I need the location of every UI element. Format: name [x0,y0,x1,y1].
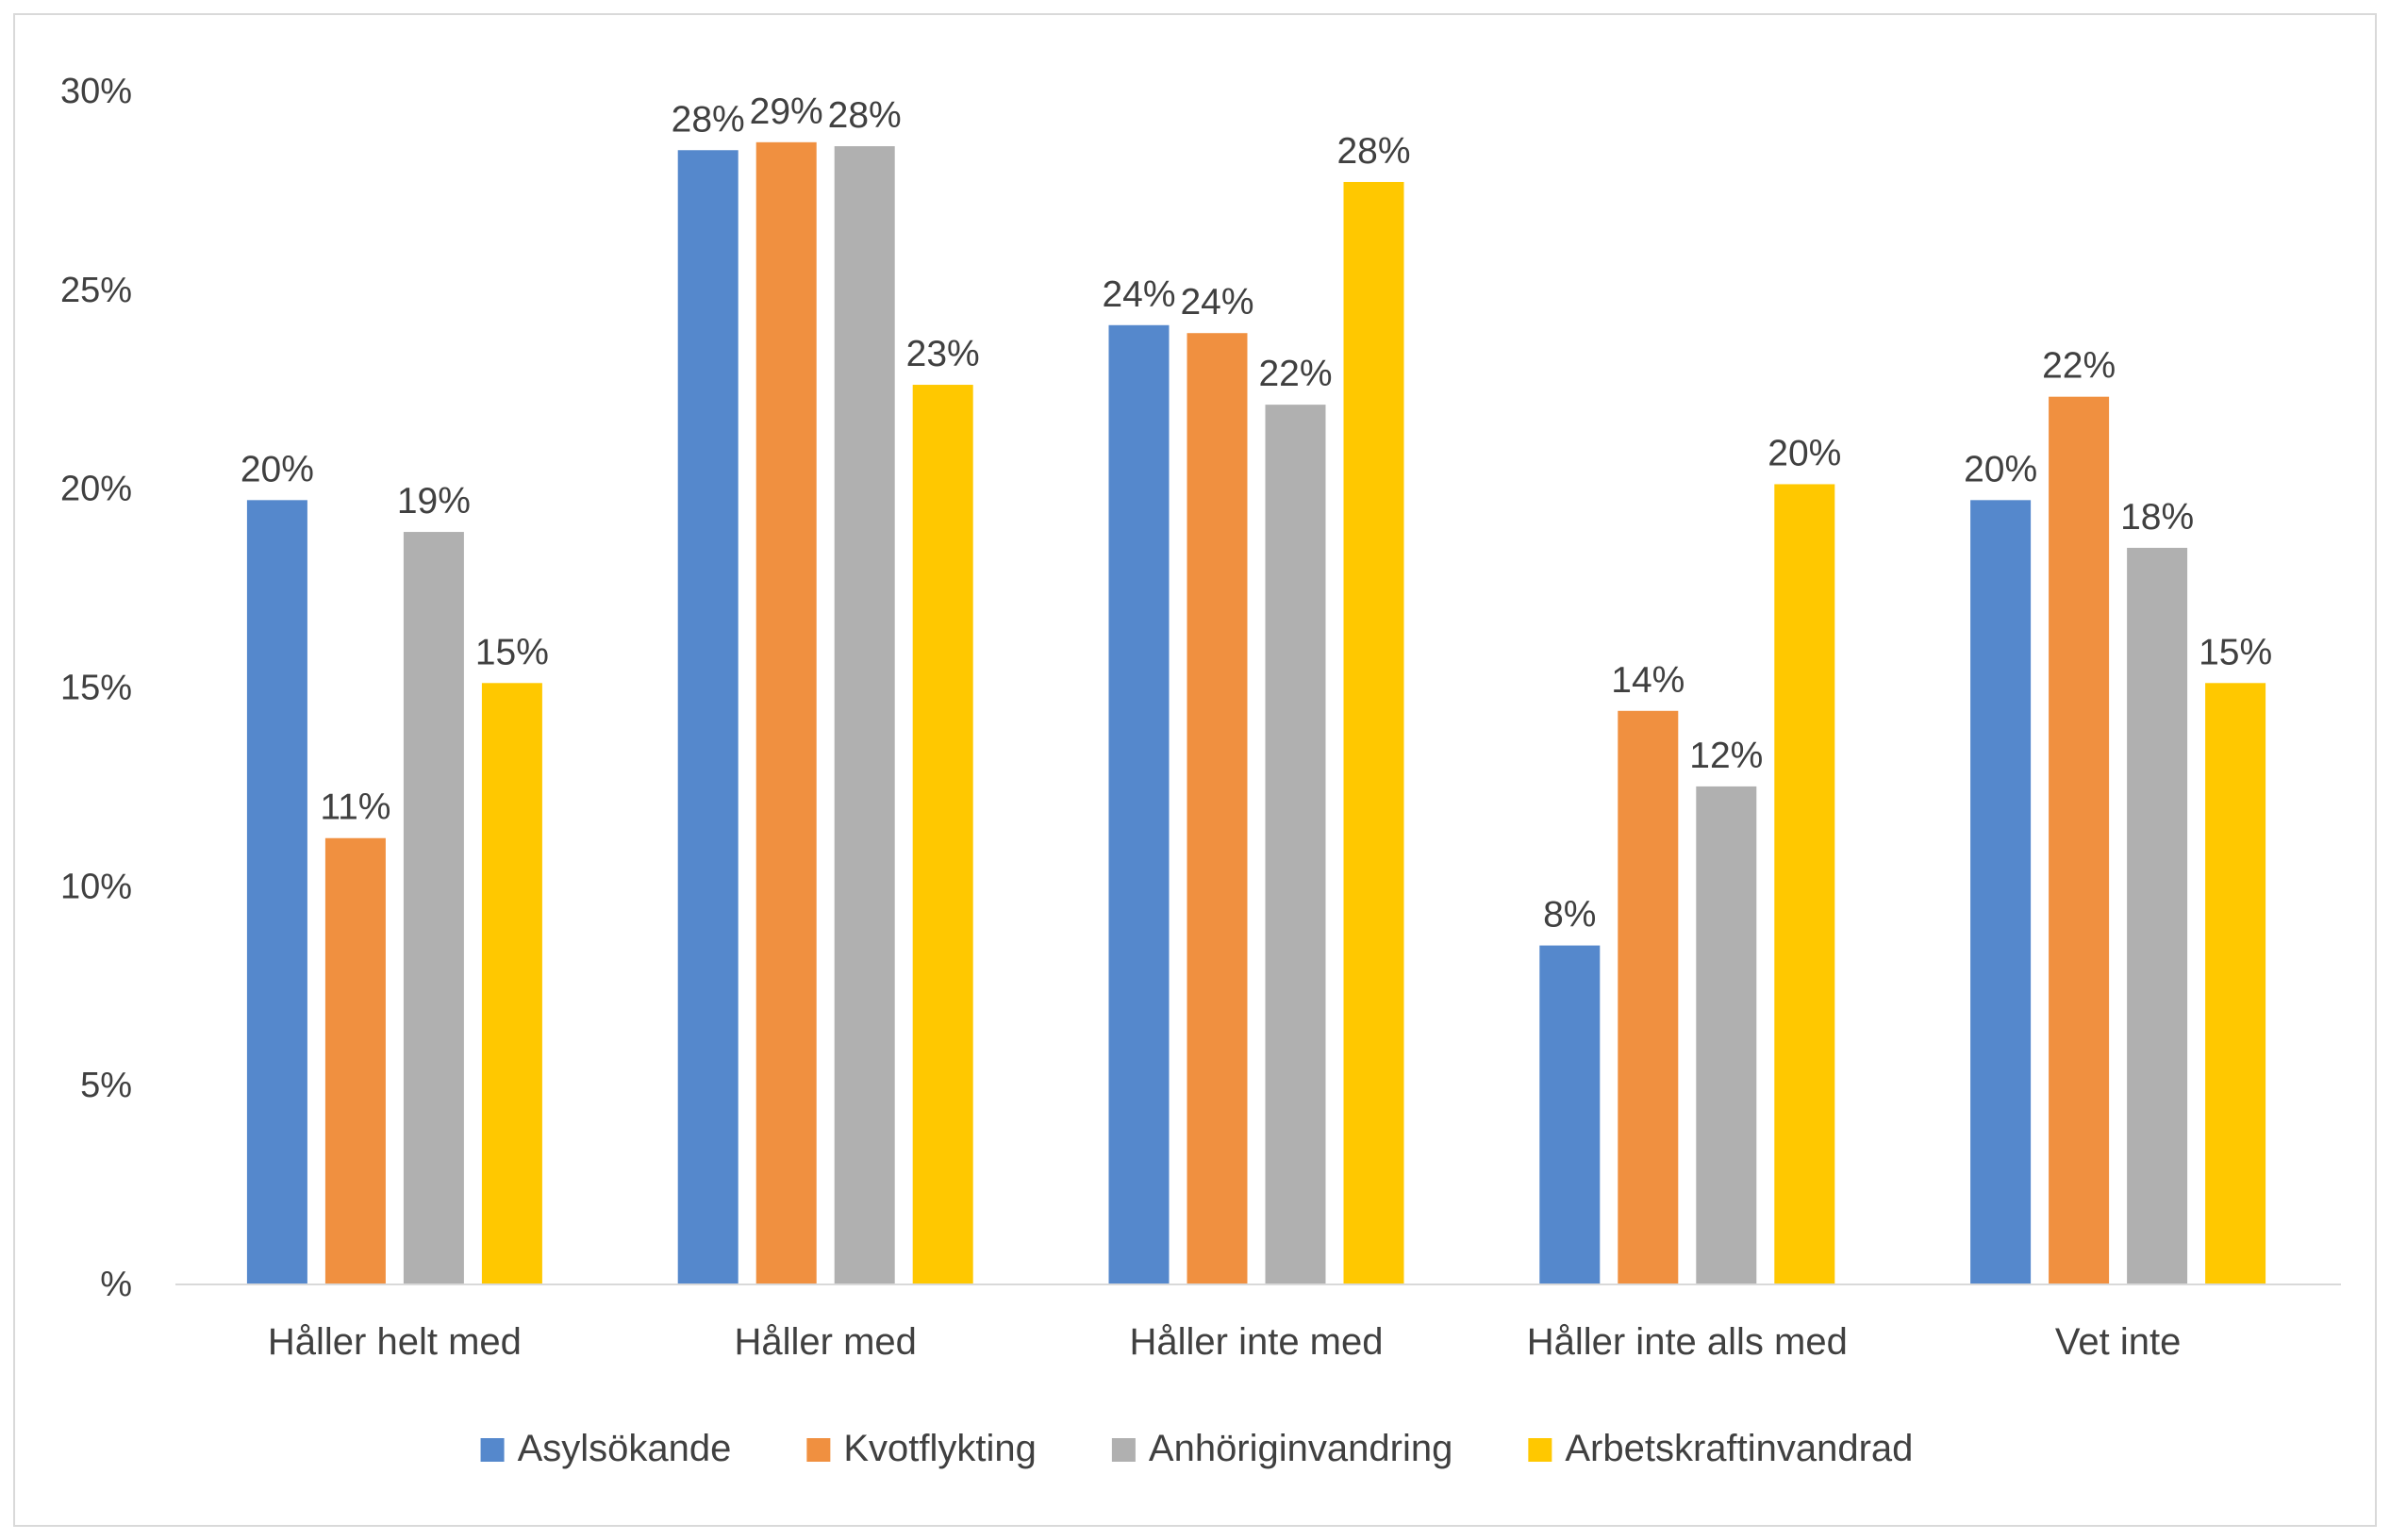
data-label: 28% [828,95,902,136]
bar-asylsökande [677,150,739,1283]
bar-anhöriginvandring [1696,786,1757,1283]
y-tick-label: 25% [60,271,132,310]
legend-item: Asylsökande [480,1428,732,1469]
x-category-label: Vet inte [2055,1321,2181,1363]
bar-asylsökande [246,500,307,1283]
x-category-label: Håller inte med [1129,1321,1383,1363]
bar-arbetskraftinvandrad [1343,181,1404,1283]
bars [246,141,2266,1284]
y-tick-label: 10% [60,867,132,906]
legend-label: Anhöriginvandring [1149,1428,1452,1469]
data-label: 15% [2199,632,2272,672]
data-label: 29% [750,91,823,132]
bar-asylsökande [1539,945,1601,1283]
data-labels: 20%11%19%15%28% 29% 28%23%24% 24%22%28%8%14… [241,91,2272,936]
data-label: 20% [1964,449,2037,489]
y-tick-label: 30% [60,72,132,111]
bar-chart: %5%10%15%20%25%30% 20%11%19%15%28% 29% 28%… [60,72,2341,1469]
legend-swatch [480,1438,505,1462]
bar-kvotflykting [1618,710,1679,1283]
data-label: 28% [672,99,745,140]
legend-label: Kvotflykting [843,1428,1037,1469]
legend-item: Arbetskraftinvandrad [1528,1428,1913,1469]
bar-anhöriginvandring [1265,405,1326,1283]
y-axis-tick-labels: % 5% 10% 15% 20% 25% 30% [60,72,132,1304]
legend-label: Arbetskraftinvandrad [1565,1428,1913,1469]
legend-item: Anhöriginvandring [1111,1428,1452,1469]
y-tick-label: 5% [80,1066,132,1105]
bar-kvotflykting [324,837,386,1283]
data-label: 8% [1543,895,1596,936]
bar-kvotflykting [1187,333,1248,1283]
bar-kvotflykting [755,141,817,1284]
legend-swatch [1111,1438,1136,1462]
bar-asylsökande [1108,324,1170,1283]
bar-arbetskraftinvandrad [1774,484,1835,1283]
x-axis-category-labels: Håller helt med Håller med Håller inte med… [268,1321,2181,1363]
y-tick-label: % [100,1265,132,1304]
data-label: 19% [397,481,471,522]
legend: Asylsökande Kvotflykting Anhöriginvandring… [480,1428,1913,1469]
y-tick-label: 15% [60,669,132,708]
data-label: 28% [1336,131,1410,172]
data-label: 18% [2120,497,2194,538]
bar-anhöriginvandring [403,532,464,1283]
data-label: 23% [906,334,980,374]
data-label: 14% [1611,660,1685,701]
data-label: 20% [1768,433,1841,473]
legend-swatch [806,1438,831,1462]
x-category-label: Håller med [734,1321,916,1363]
data-label: 24% [1102,274,1175,315]
bar-asylsökande [1970,500,2032,1283]
bar-anhöriginvandring [2127,547,2188,1283]
x-category-label: Håller inte alls med [1527,1321,1848,1363]
y-tick-label: 20% [60,470,132,509]
data-label: 15% [475,632,549,672]
bar-arbetskraftinvandrad [2205,683,2266,1283]
x-category-label: Håller helt med [268,1321,522,1363]
data-label: 11% [320,787,390,828]
data-label: 24% [1180,282,1253,323]
bar-arbetskraftinvandrad [481,683,542,1283]
data-label: 20% [241,449,314,489]
legend-label: Asylsökande [518,1428,732,1469]
bar-kvotflykting [2049,396,2110,1283]
legend-item: Kvotflykting [806,1428,1037,1469]
bar-anhöriginvandring [834,146,895,1284]
data-label: 22% [1258,354,1332,394]
data-label: 12% [1689,736,1763,776]
data-label: 22% [2042,346,2116,387]
bar-arbetskraftinvandrad [912,385,973,1283]
legend-swatch [1528,1438,1552,1462]
chart-frame: % 5% 10% 15% 20% 25% 30% 20% 11% 19% 15% 28% 29% 28%… [13,13,2377,1527]
